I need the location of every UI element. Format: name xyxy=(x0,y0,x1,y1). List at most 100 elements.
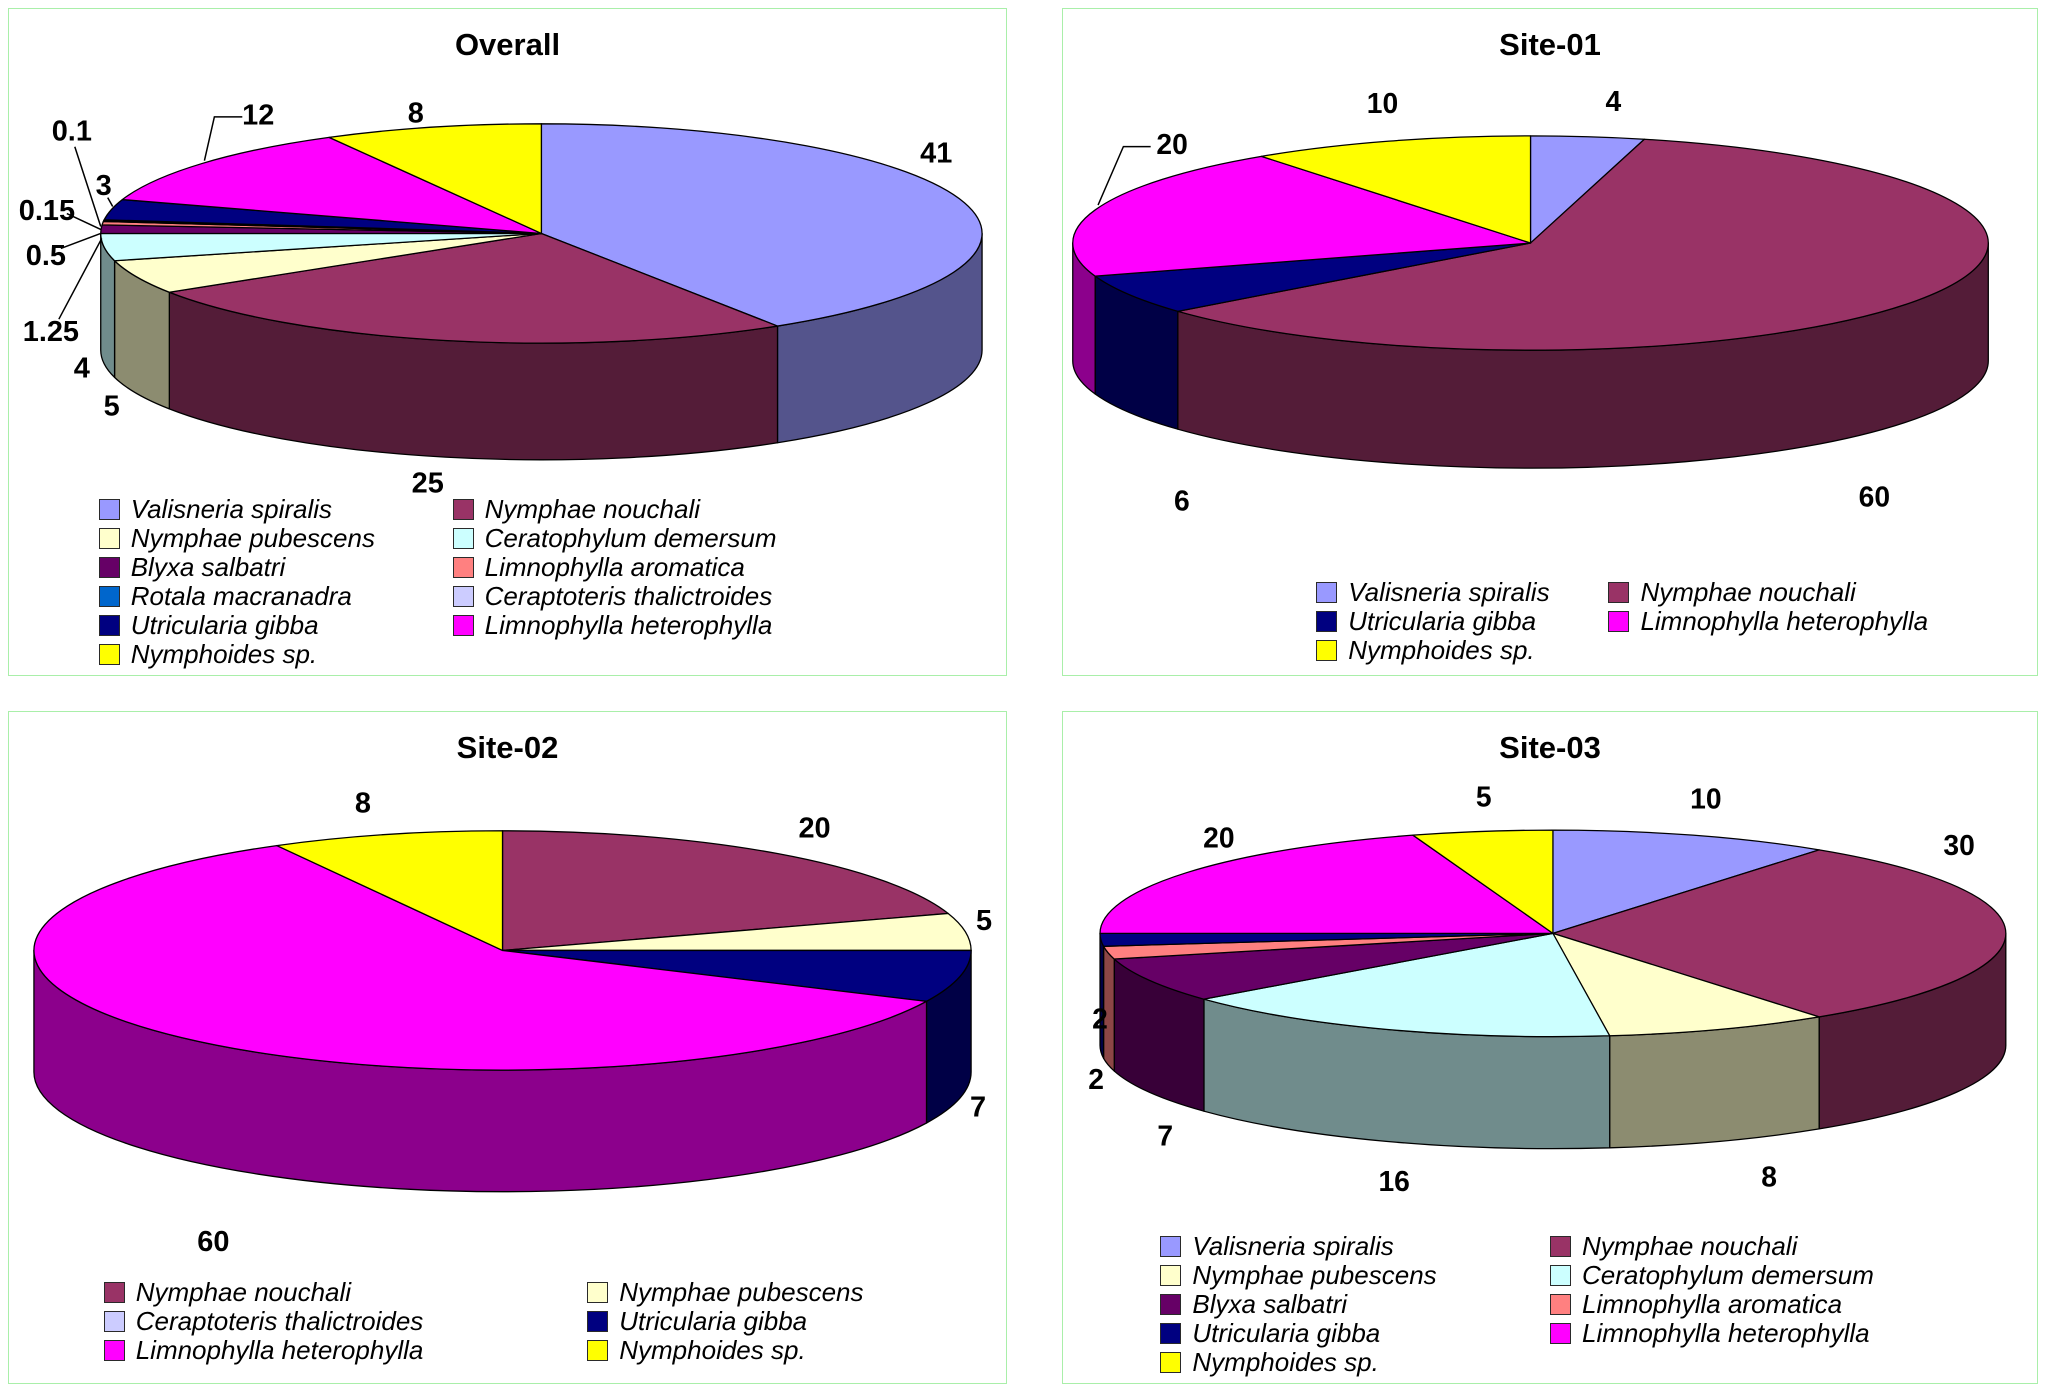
legend-column: Nymphae pubescens Utricularia gibba Nympho… xyxy=(587,1277,864,1365)
value-label-nymphae-nouchali: 20 xyxy=(798,812,830,844)
legend-item-limnophylla-aromatica: Limnophylla aromatica xyxy=(452,552,777,582)
legend-label: Blyxa salbatri xyxy=(130,552,286,582)
pie-slice-limnophylla-heterophylla xyxy=(1099,834,1554,935)
value-label-nymphoides-sp: 5 xyxy=(1476,780,1492,812)
value-label-nymphoides-sp: 10 xyxy=(1367,87,1398,119)
pie-slice-utricularia-gibba xyxy=(501,949,972,1003)
pie-chart-site-03: 10 30 8 16 7 2 2 20 5 xyxy=(1088,780,2007,1197)
legend-swatch xyxy=(103,1340,125,1361)
legend-swatch xyxy=(452,615,474,636)
legend-item-limnophylla-heterophylla: Limnophylla heterophylla xyxy=(1608,606,1929,636)
legend-label: Limnophylla heterophylla xyxy=(484,610,773,640)
legend-label: Ceraptoteris thalictroides xyxy=(484,581,773,611)
legend-swatch xyxy=(587,1311,609,1332)
chart-legend-site-02: Nymphae nouchali Ceraptoteris thalictroid… xyxy=(9,1277,1006,1365)
value-label-rotala-macranadra: 0.15 xyxy=(19,195,75,227)
legend-swatch xyxy=(1550,1236,1571,1257)
label-leader-line xyxy=(203,116,243,161)
chart-panel-overall: Overall 41 25 5 4 1.25 0.5 0.15 0.1 3 12 8 Valisne… xyxy=(8,8,1007,676)
legend-item-nymphae-pubescens: Nymphae pubescens xyxy=(98,523,375,553)
legend-item-nymphae-nouchali: Nymphae nouchali xyxy=(452,494,777,524)
legend-swatch xyxy=(1316,582,1338,603)
legend-item-valisneria-spiralis: Valisneria spiralis xyxy=(1160,1231,1436,1261)
pie-slice-utricularia-gibba xyxy=(1094,242,1532,312)
value-label-limnophylla-heterophylla: 12 xyxy=(242,99,274,131)
legend-swatch xyxy=(587,1340,609,1361)
legend-label: Nymphoides sp. xyxy=(1348,635,1535,665)
legend-swatch xyxy=(103,1311,125,1332)
legend-item-nymphoides-sp: Nymphoides sp. xyxy=(587,1335,863,1365)
value-label-nymphae-nouchali: 30 xyxy=(1943,829,1974,861)
value-label-utricularia-gibba: 3 xyxy=(96,170,112,202)
pie-slice-nymphae-pubescens xyxy=(501,912,972,952)
legend-swatch xyxy=(1550,1294,1571,1315)
value-label-blyxa-salbatri: 1.25 xyxy=(23,316,79,348)
pie-slice-nymphae-nouchali xyxy=(501,830,949,952)
legend-item-blyxa-salbatri: Blyxa salbatri xyxy=(1160,1289,1436,1319)
value-label-nymphoides-sp: 8 xyxy=(408,97,424,129)
value-label-ceratophylum-demersum: 16 xyxy=(1378,1165,1409,1197)
legend-label: Utricularia gibba xyxy=(1192,1318,1381,1348)
chart-title-site-02: Site-02 xyxy=(456,730,559,765)
legend-swatch xyxy=(452,499,474,520)
pie-slice-nymphae-nouchali xyxy=(1177,138,1989,351)
pie-chart-site-02: 20 5 7 60 8 xyxy=(33,788,992,1258)
legend-item-nymphae-nouchali: Nymphae nouchali xyxy=(1608,577,1928,607)
legend-swatch xyxy=(98,499,120,520)
value-label-ceraptoteris-thalictroides: 0.1 xyxy=(52,115,92,147)
pie-chart-site-01: 4 60 6 20 10 xyxy=(1072,85,1989,517)
legend-item-nymphae-pubescens: Nymphae pubescens xyxy=(1160,1260,1437,1290)
legend-item-nymphae-nouchali: Nymphae nouchali xyxy=(1550,1231,1874,1261)
value-label-limnophylla-heterophylla: 20 xyxy=(1203,821,1234,853)
value-label-limnophylla-heterophylla: 20 xyxy=(1156,128,1187,160)
pie-slice-nymphae-pubescens xyxy=(1552,932,1820,1037)
legend-label: Nymphae nouchali xyxy=(135,1277,352,1307)
pie-slice-nymphoides-sp xyxy=(328,123,543,235)
legend-item-limnophylla-aromatica: Limnophylla aromatica xyxy=(1550,1289,1874,1319)
label-leader-line xyxy=(58,238,103,320)
value-label-blyxa-salbatri: 7 xyxy=(1157,1119,1173,1151)
legend-column: Valisneria spiralis Nymphae pubescens Blyx… xyxy=(1160,1231,1437,1377)
legend-item-blyxa-salbatri: Blyxa salbatri xyxy=(98,552,375,582)
pie-slice-valisneria-spiralis xyxy=(540,123,983,327)
legend-item-rotala-macranadra: Rotala macranadra xyxy=(98,581,375,611)
legend-label: Nymphae pubescens xyxy=(619,1277,864,1307)
label-leader-line xyxy=(74,146,102,227)
legend-label: Nymphae pubescens xyxy=(130,523,375,553)
legend-item-valisneria-spiralis: Valisneria spiralis xyxy=(98,494,375,524)
legend-swatch xyxy=(1550,1265,1571,1286)
value-label-valisneria-spiralis: 10 xyxy=(1690,782,1721,814)
pie-slice-nymphae-nouchali xyxy=(168,232,779,344)
legend-swatch xyxy=(98,644,120,665)
pie-slice-nymphoides-sp xyxy=(276,830,504,952)
legend-swatch xyxy=(1608,582,1630,603)
legend-column: Nymphae nouchali Limnophylla heterophylla xyxy=(1608,577,1929,636)
pie-slice-side-utricularia-gibba xyxy=(1099,932,1105,1059)
pie-slice-limnophylla-heterophylla xyxy=(121,136,543,235)
legend-column: Nymphae nouchali Ceratophylum demersum Lim… xyxy=(452,494,777,640)
legend-swatch xyxy=(98,528,120,549)
legend-label: Nymphoides sp. xyxy=(130,639,318,669)
legend-item-valisneria-spiralis: Valisneria spiralis xyxy=(1316,577,1550,607)
label-leader-line xyxy=(60,232,101,250)
legend-label: Nymphae pubescens xyxy=(1192,1260,1437,1290)
value-label-valisneria-spiralis: 41 xyxy=(920,137,952,169)
legend-swatch xyxy=(1160,1323,1182,1344)
legend-label: Valisneria spiralis xyxy=(130,494,333,524)
legend-label: Utricularia gibba xyxy=(1348,606,1537,636)
pie-slice-valisneria-spiralis xyxy=(1552,829,1820,935)
legend-swatch xyxy=(103,1282,125,1303)
legend-label: Valisneria spiralis xyxy=(1348,577,1550,607)
chart-title-overall: Overall xyxy=(454,27,561,62)
legend-label: Limnophylla heterophylla xyxy=(1640,606,1929,636)
legend-label: Ceratophylum demersum xyxy=(1582,1260,1874,1290)
legend-item-nymphoides-sp: Nymphoides sp. xyxy=(1160,1347,1436,1377)
label-leader-line xyxy=(107,197,114,207)
value-label-limnophylla-heterophylla: 60 xyxy=(197,1226,229,1258)
legend-swatch xyxy=(98,557,120,578)
legend-swatch xyxy=(1160,1265,1182,1286)
chart-legend-site-01: Valisneria spiralis Utricularia gibba Nymp… xyxy=(1063,577,2037,665)
legend-label: Utricularia gibba xyxy=(130,610,319,640)
chart-title-site-03: Site-03 xyxy=(1499,730,1601,765)
